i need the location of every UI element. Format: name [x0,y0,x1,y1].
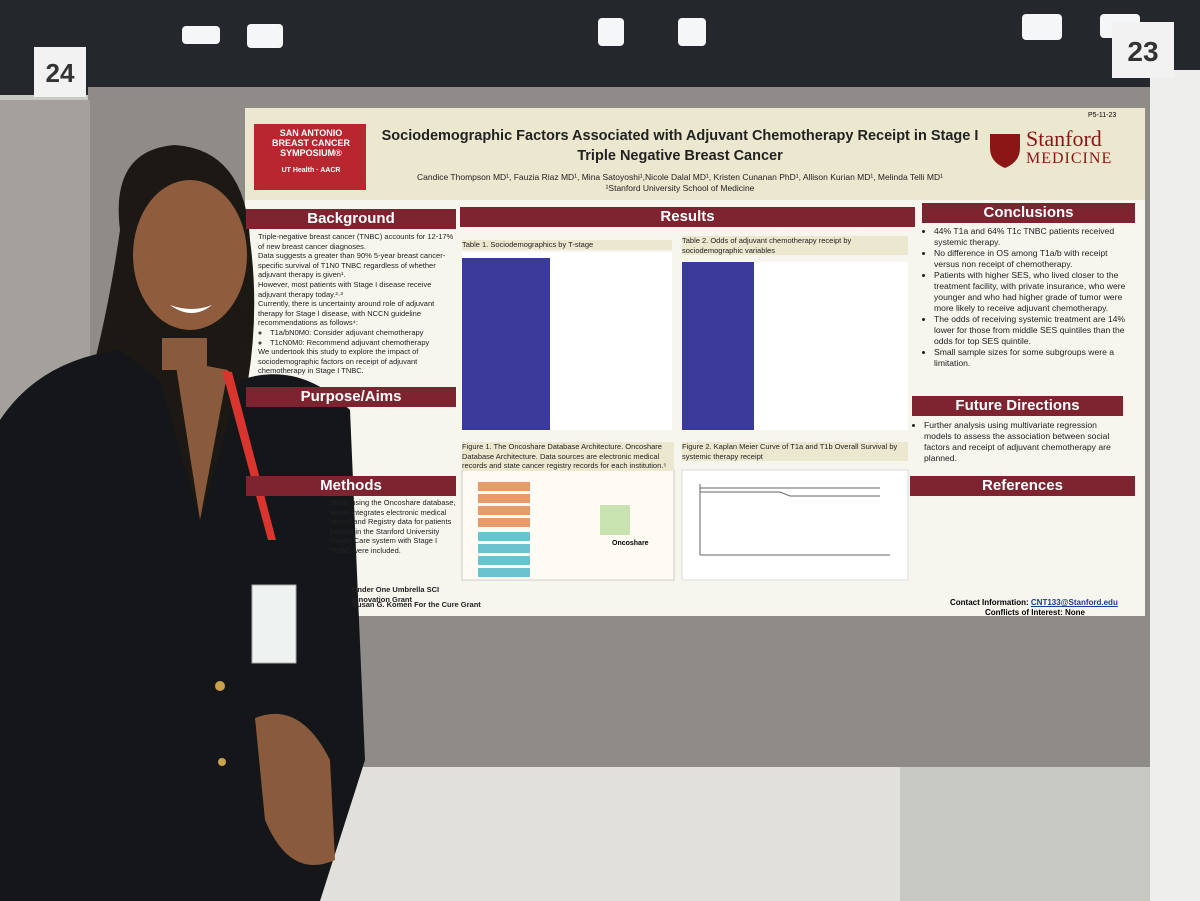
logo-sub: MEDICINE [1026,150,1113,167]
bullet: Small sample sizes for some subgroups we… [934,347,1135,369]
section-heading: Purpose/Aims [246,387,456,407]
conflicts: Conflicts of Interest: None [985,608,1086,617]
bullet: Currently, there is uncertainty around r… [258,299,456,328]
contact: Contact Information: CNT133@Stanford.edu [950,598,1118,607]
logo-line: SYMPOSIUM® [280,148,342,158]
bullet: Triple-negative breast cancer (TNBC) acc… [258,232,456,251]
conclusions-text: 44% T1a and 64% T1c TNBC patients receiv… [922,226,1135,369]
bullet: Further analysis using multivariate regr… [924,420,1123,464]
sabcs-logo-text: SAN ANTONIO BREAST CANCER SYMPOSIUM® UT … [258,128,364,176]
floor [300,760,900,901]
logo-name: Stanford [1026,126,1102,151]
stanford-logo: Stanford MEDICINE [1026,128,1112,168]
logo-line: SAN ANTONIO [279,128,343,138]
bullet: Patients with higher SES, who lived clos… [934,270,1135,314]
future-text: Further analysis using multivariate regr… [912,420,1123,464]
poster-title: Sociodemographic Factors Associated with… [381,128,979,164]
figure-2 [681,469,909,581]
contact-email: CNT133@Stanford.edu [1030,598,1118,607]
figure-1-boxes [478,482,530,527]
methods-text: Study using the Oncoshare database, whic… [330,498,456,555]
logo-partner: AACR [320,167,341,174]
section-heading: Methods [246,476,456,496]
section-heading: Background [246,209,456,229]
ceiling [0,0,1200,100]
booth-sign [34,47,86,97]
section-heading: Results [460,207,915,227]
bullet: 44% T1a and 64% T1c TNBC patients receiv… [934,226,1135,248]
figure-caption: Figure 2. Kaplan Meier Curve of T1a and … [682,442,908,461]
stanford-shield [990,134,1020,168]
logo-partner: UT Health [281,167,315,174]
poster-code: P5-11-23 [1088,112,1117,119]
section-heading: Future Directions [912,396,1123,416]
figure-1-center [600,505,630,535]
table-1-labels [462,258,550,430]
figure-caption: Figure 1. The Oncoshare Database Archite… [462,442,674,471]
bullet: However, most patients with Stage I dise… [258,280,456,299]
bullet: The odds of receiving systemic treatment… [934,314,1135,347]
table-2-labels [682,262,754,430]
booth-number: 23 [1127,36,1158,67]
table-caption: Table 2. Odds of adjuvant chemotherapy r… [682,236,908,255]
booth-number: 24 [46,58,75,88]
figure-1-boxes [478,532,530,577]
table-caption: Table 1. Sociodemographics by T-stage [462,240,672,250]
contact-label: Contact Information: [950,598,1029,607]
booth-sign [1112,22,1174,78]
right-panel [1150,70,1200,901]
bullet: T1cN0M0: Recommend adjuvant chemotherapy [270,338,456,348]
section-heading: References [910,476,1135,496]
sabcs-logo [254,124,366,190]
funding: Susan G. Komen For the Cure Grant [352,600,481,609]
bullet: T1a/bN0M0: Consider adjuvant chemotherap… [270,328,456,338]
logo-partner: UT Health · AACR [281,167,341,174]
background-text: Triple-negative breast cancer (TNBC) acc… [246,232,456,376]
bullet: We undertook this study to explore the i… [258,347,456,376]
authors: Candice Thompson MD¹, Fauzia Riaz MD¹, M… [417,172,943,182]
bullet: No difference in OS among T1a/b with rec… [934,248,1135,270]
logo-line: BREAST CANCER [271,138,350,148]
figure-label: Oncoshare [612,540,649,547]
section-heading: Conclusions [922,203,1135,223]
affiliation: ¹Stanford University School of Medicine [605,183,755,193]
funding: Under One Umbrella SCI Innovation Grant [352,585,440,604]
km-curve [700,487,880,497]
bullet: Data suggests a greater than 90% 5-year … [258,251,456,280]
